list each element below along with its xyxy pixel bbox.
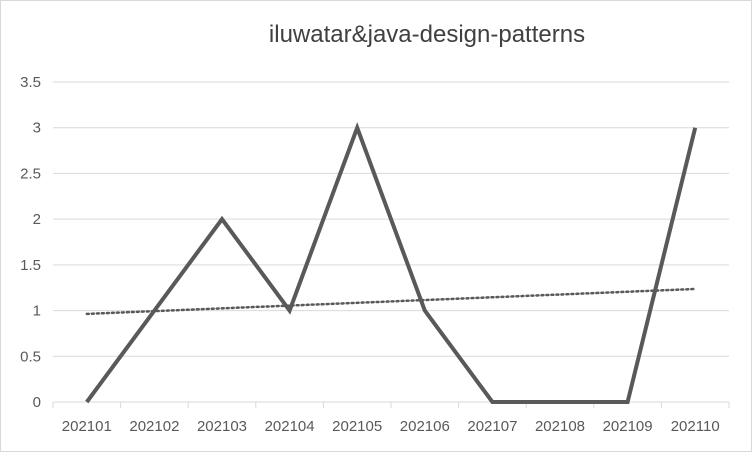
series-line bbox=[85, 121, 698, 404]
y-tick-label: 2 bbox=[33, 211, 41, 228]
x-tick-label: 202107 bbox=[467, 418, 517, 435]
x-tick-label: 202102 bbox=[129, 418, 179, 435]
x-tick-label: 202109 bbox=[603, 418, 653, 435]
x-tick-label: 202101 bbox=[62, 418, 112, 435]
x-tick-label: 202103 bbox=[197, 418, 247, 435]
chart-title: iluwatar&java-design-patterns bbox=[268, 21, 586, 48]
x-tick-label: 202108 bbox=[535, 418, 585, 435]
y-tick-label: 3.5 bbox=[20, 74, 41, 91]
y-tick-label: 1 bbox=[33, 303, 41, 320]
y-tick-label: 1.5 bbox=[20, 257, 41, 274]
y-tick-label: 2.5 bbox=[20, 165, 41, 182]
x-tick-label: 202110 bbox=[671, 418, 720, 435]
y-tick-label: 0 bbox=[33, 394, 41, 411]
x-tick-label: 202105 bbox=[332, 418, 382, 435]
y-tick-label: 0.5 bbox=[20, 348, 41, 365]
trendline bbox=[85, 287, 697, 316]
y-tick-label: 3 bbox=[33, 120, 41, 137]
x-tick-label: 202106 bbox=[400, 418, 450, 435]
x-tick-label: 202104 bbox=[265, 418, 315, 435]
